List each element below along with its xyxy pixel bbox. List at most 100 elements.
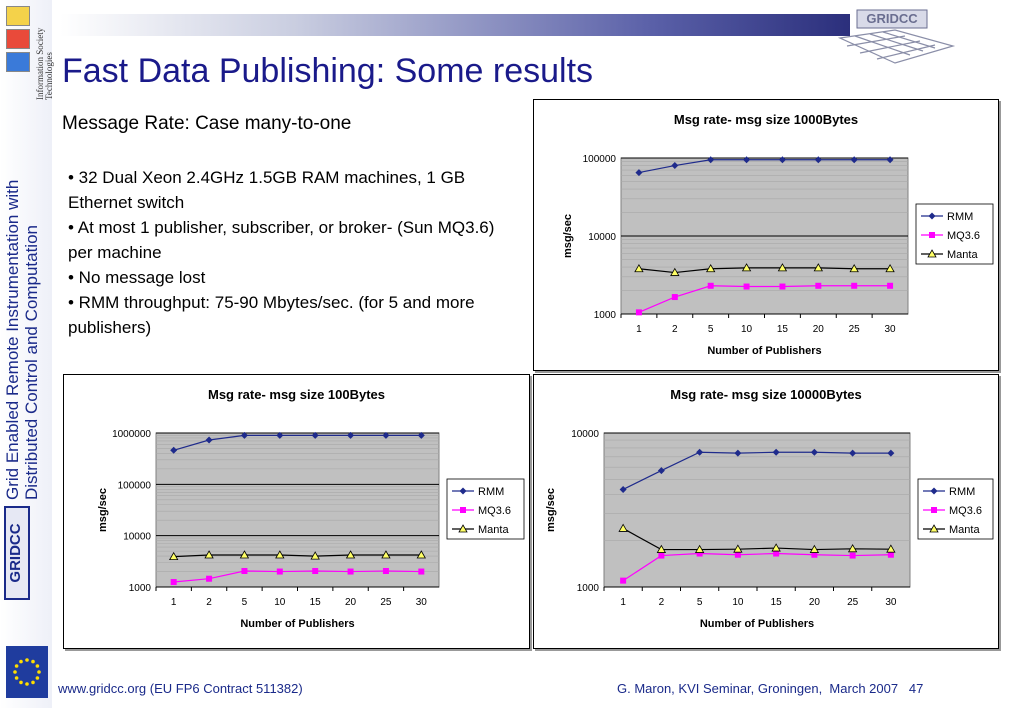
x-axis-label: Number of Publishers: [700, 618, 814, 630]
y-tick-label: 10000: [571, 429, 599, 440]
bullet-list: • 32 Dual Xeon 2.4GHz 1.5GB RAM machines…: [68, 165, 500, 340]
series-line-mq36: [173, 570, 422, 583]
series-line-rmm: [622, 451, 891, 490]
data-point-rmm: [778, 156, 786, 164]
legend-label: Manta: [947, 249, 978, 261]
x-tick-label: 30: [885, 324, 897, 335]
legend-marker-rmm: [928, 212, 936, 220]
legend-marker-manta: [927, 249, 937, 258]
data-point-rmm: [850, 156, 858, 164]
data-point-manta: [847, 544, 858, 553]
chart-10000bytes: Msg rate- msg size 10000Bytes 1000 10000 1 2…: [533, 374, 999, 649]
series-line-mq36: [622, 552, 891, 582]
legend-label: MQ3.6: [947, 230, 980, 242]
society-text: Information Society Technologies: [35, 27, 54, 100]
data-point-rmm: [743, 156, 751, 164]
x-tick-label: 10: [274, 597, 286, 608]
data-point-mq36: [276, 568, 283, 575]
eu-flag-icon: [6, 646, 48, 698]
data-point-manta: [733, 544, 743, 553]
data-point-mq36: [849, 552, 856, 559]
data-point-mq36: [312, 567, 319, 574]
legend-label: RMM: [478, 486, 504, 498]
x-tick-label: 30: [885, 597, 897, 608]
data-point-mq36: [696, 550, 703, 557]
x-tick-label: 25: [380, 597, 392, 608]
sidebar-gridcc-logo: GRIDCC: [4, 506, 30, 600]
data-point-rmm: [810, 448, 818, 456]
x-tick-label: 15: [771, 597, 783, 608]
x-tick-label: 30: [416, 597, 428, 608]
footer-url: www.gridcc.org (EU FP6 Contract 511382): [58, 681, 303, 696]
chart-100bytes: Msg rate- msg size 100Bytes 1000 10000 1000…: [63, 374, 530, 649]
footer-credit: G. Maron, KVI Seminar, Groningen, March …: [617, 681, 924, 696]
data-point-manta: [885, 263, 895, 273]
data-point-mq36: [887, 551, 894, 558]
x-tick-label: 2: [659, 597, 665, 608]
gridcc-logo: GRIDCC: [835, 8, 960, 68]
data-point-manta: [618, 523, 628, 532]
chart-title: Msg rate- msg size 1000Bytes: [674, 112, 858, 127]
data-point-manta: [310, 551, 320, 560]
series-line-mq36: [638, 285, 891, 313]
y-tick-label: 1000: [594, 310, 617, 321]
data-point-rmm: [619, 485, 627, 493]
data-point-rmm: [276, 431, 284, 439]
legend-marker-rmm: [459, 487, 467, 495]
data-point-manta: [777, 263, 788, 272]
data-point-mq36: [851, 282, 858, 289]
data-point-rmm: [311, 431, 319, 439]
legend-marker-manta: [458, 524, 468, 533]
chart-title: Msg rate- msg size 100Bytes: [208, 387, 385, 402]
data-point-mq36: [811, 551, 818, 558]
y-tick-label: 100000: [118, 480, 152, 491]
data-point-mq36: [743, 283, 750, 290]
sidebar-title-line1: Grid Enabled Remote Instrumentation with: [3, 179, 22, 500]
data-point-rmm: [240, 431, 248, 439]
legend-label: Manta: [949, 524, 980, 536]
x-tick-label: 20: [345, 597, 357, 608]
data-point-manta: [345, 550, 356, 559]
legend-label: MQ3.6: [949, 505, 982, 517]
x-tick-label: 5: [697, 597, 703, 608]
series-line-manta: [622, 527, 891, 551]
data-point-manta: [809, 544, 820, 553]
data-point-mq36: [241, 567, 248, 574]
x-tick-label: 1: [636, 324, 642, 335]
data-point-manta: [381, 550, 391, 559]
gridcc-logo-text: GRIDCC: [866, 11, 918, 26]
data-point-mq36: [887, 282, 894, 289]
data-point-mq36: [658, 552, 665, 559]
y-tick-label: 10000: [588, 232, 616, 243]
page-title: Fast Data Publishing: Some results: [62, 52, 594, 90]
x-tick-label: 25: [847, 597, 859, 608]
data-point-mq36: [707, 282, 714, 289]
legend-marker-manta: [929, 524, 939, 533]
x-tick-label: 2: [206, 597, 212, 608]
data-point-manta: [634, 263, 644, 273]
y-axis-label: msg/sec: [97, 488, 109, 532]
x-tick-label: 5: [242, 597, 248, 608]
data-point-mq36: [671, 294, 678, 301]
x-tick-label: 20: [809, 597, 821, 608]
x-tick-label: 5: [708, 324, 714, 335]
data-point-mq36: [206, 575, 213, 582]
data-point-manta: [275, 550, 285, 559]
data-point-mq36: [734, 551, 741, 558]
series-line-manta: [173, 554, 422, 558]
legend-marker-mq36: [929, 232, 935, 238]
x-tick-label: 10: [741, 324, 753, 335]
sidebar: Information Society Technologies Grid En…: [0, 0, 54, 708]
x-tick-label: 1: [171, 597, 177, 608]
chart-title: Msg rate- msg size 10000Bytes: [670, 387, 861, 402]
data-point-rmm: [347, 431, 355, 439]
page-subtitle: Message Rate: Case many-to-one: [62, 113, 352, 134]
plot-area: [603, 432, 911, 588]
data-point-manta: [168, 551, 179, 561]
chart-10000bytes-svg: Msg rate- msg size 10000Bytes 1000 10000 1 2…: [545, 387, 994, 630]
x-tick-label: 25: [849, 324, 861, 335]
data-point-manta: [694, 544, 705, 553]
series-line-manta: [638, 267, 891, 274]
data-point-manta: [416, 550, 427, 559]
data-point-mq36: [418, 568, 425, 575]
